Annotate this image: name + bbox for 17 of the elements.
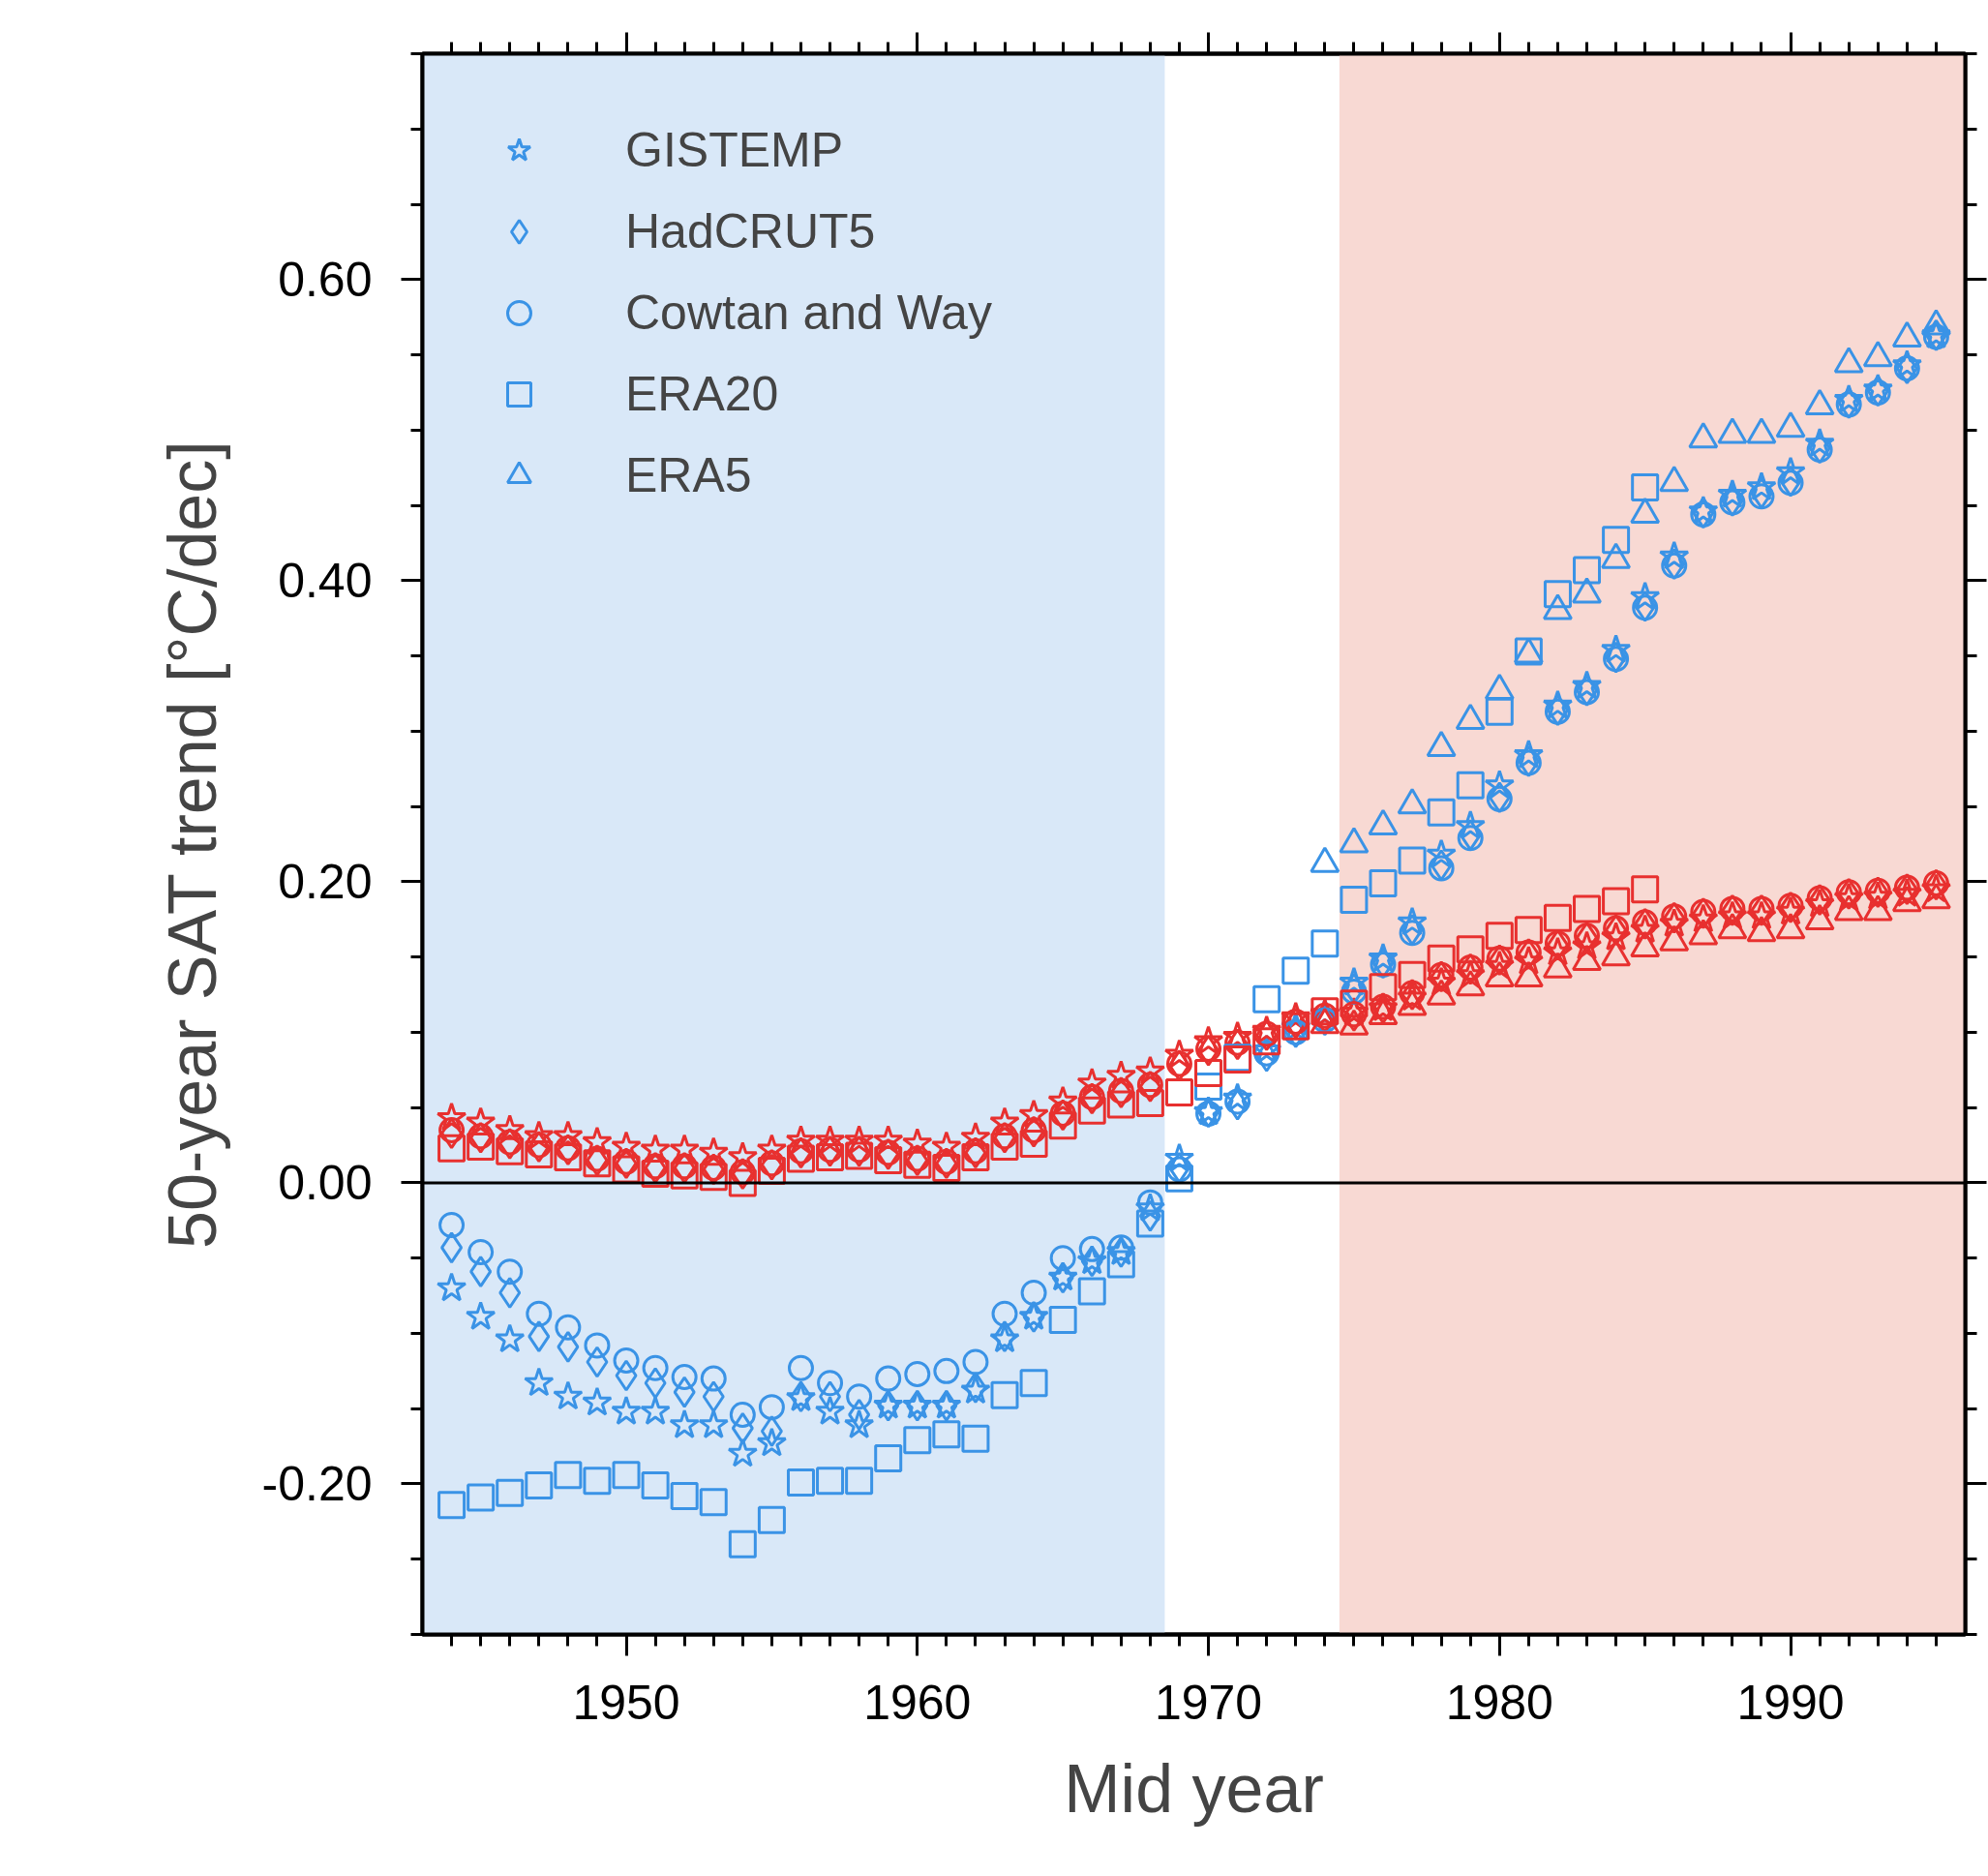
y-tick-label: 0.20	[278, 855, 373, 910]
legend-label: Cowtan and Way	[625, 285, 992, 341]
y-tick-label: 0.60	[278, 253, 373, 308]
x-tick-label: 1960	[863, 1675, 972, 1730]
x-tick-label: 1990	[1736, 1675, 1845, 1730]
y-axis-title: 50-year SAT trend [°C/dec]	[154, 440, 230, 1249]
legend-label: HadCRUT5	[625, 203, 876, 259]
x-tick-label: 1970	[1154, 1675, 1263, 1730]
x-axis-title: Mid year	[1064, 1750, 1324, 1827]
x-tick-label: 1950	[572, 1675, 680, 1730]
y-tick-label: 0.40	[278, 554, 373, 609]
legend-label: ERA5	[625, 447, 752, 503]
legend-label: ERA20	[625, 366, 779, 422]
y-tick-label: -0.20	[261, 1457, 373, 1512]
x-tick-label: 1980	[1445, 1675, 1553, 1730]
y-tick-label: 0.00	[278, 1156, 373, 1211]
legend-label: GISTEMP	[625, 122, 844, 178]
